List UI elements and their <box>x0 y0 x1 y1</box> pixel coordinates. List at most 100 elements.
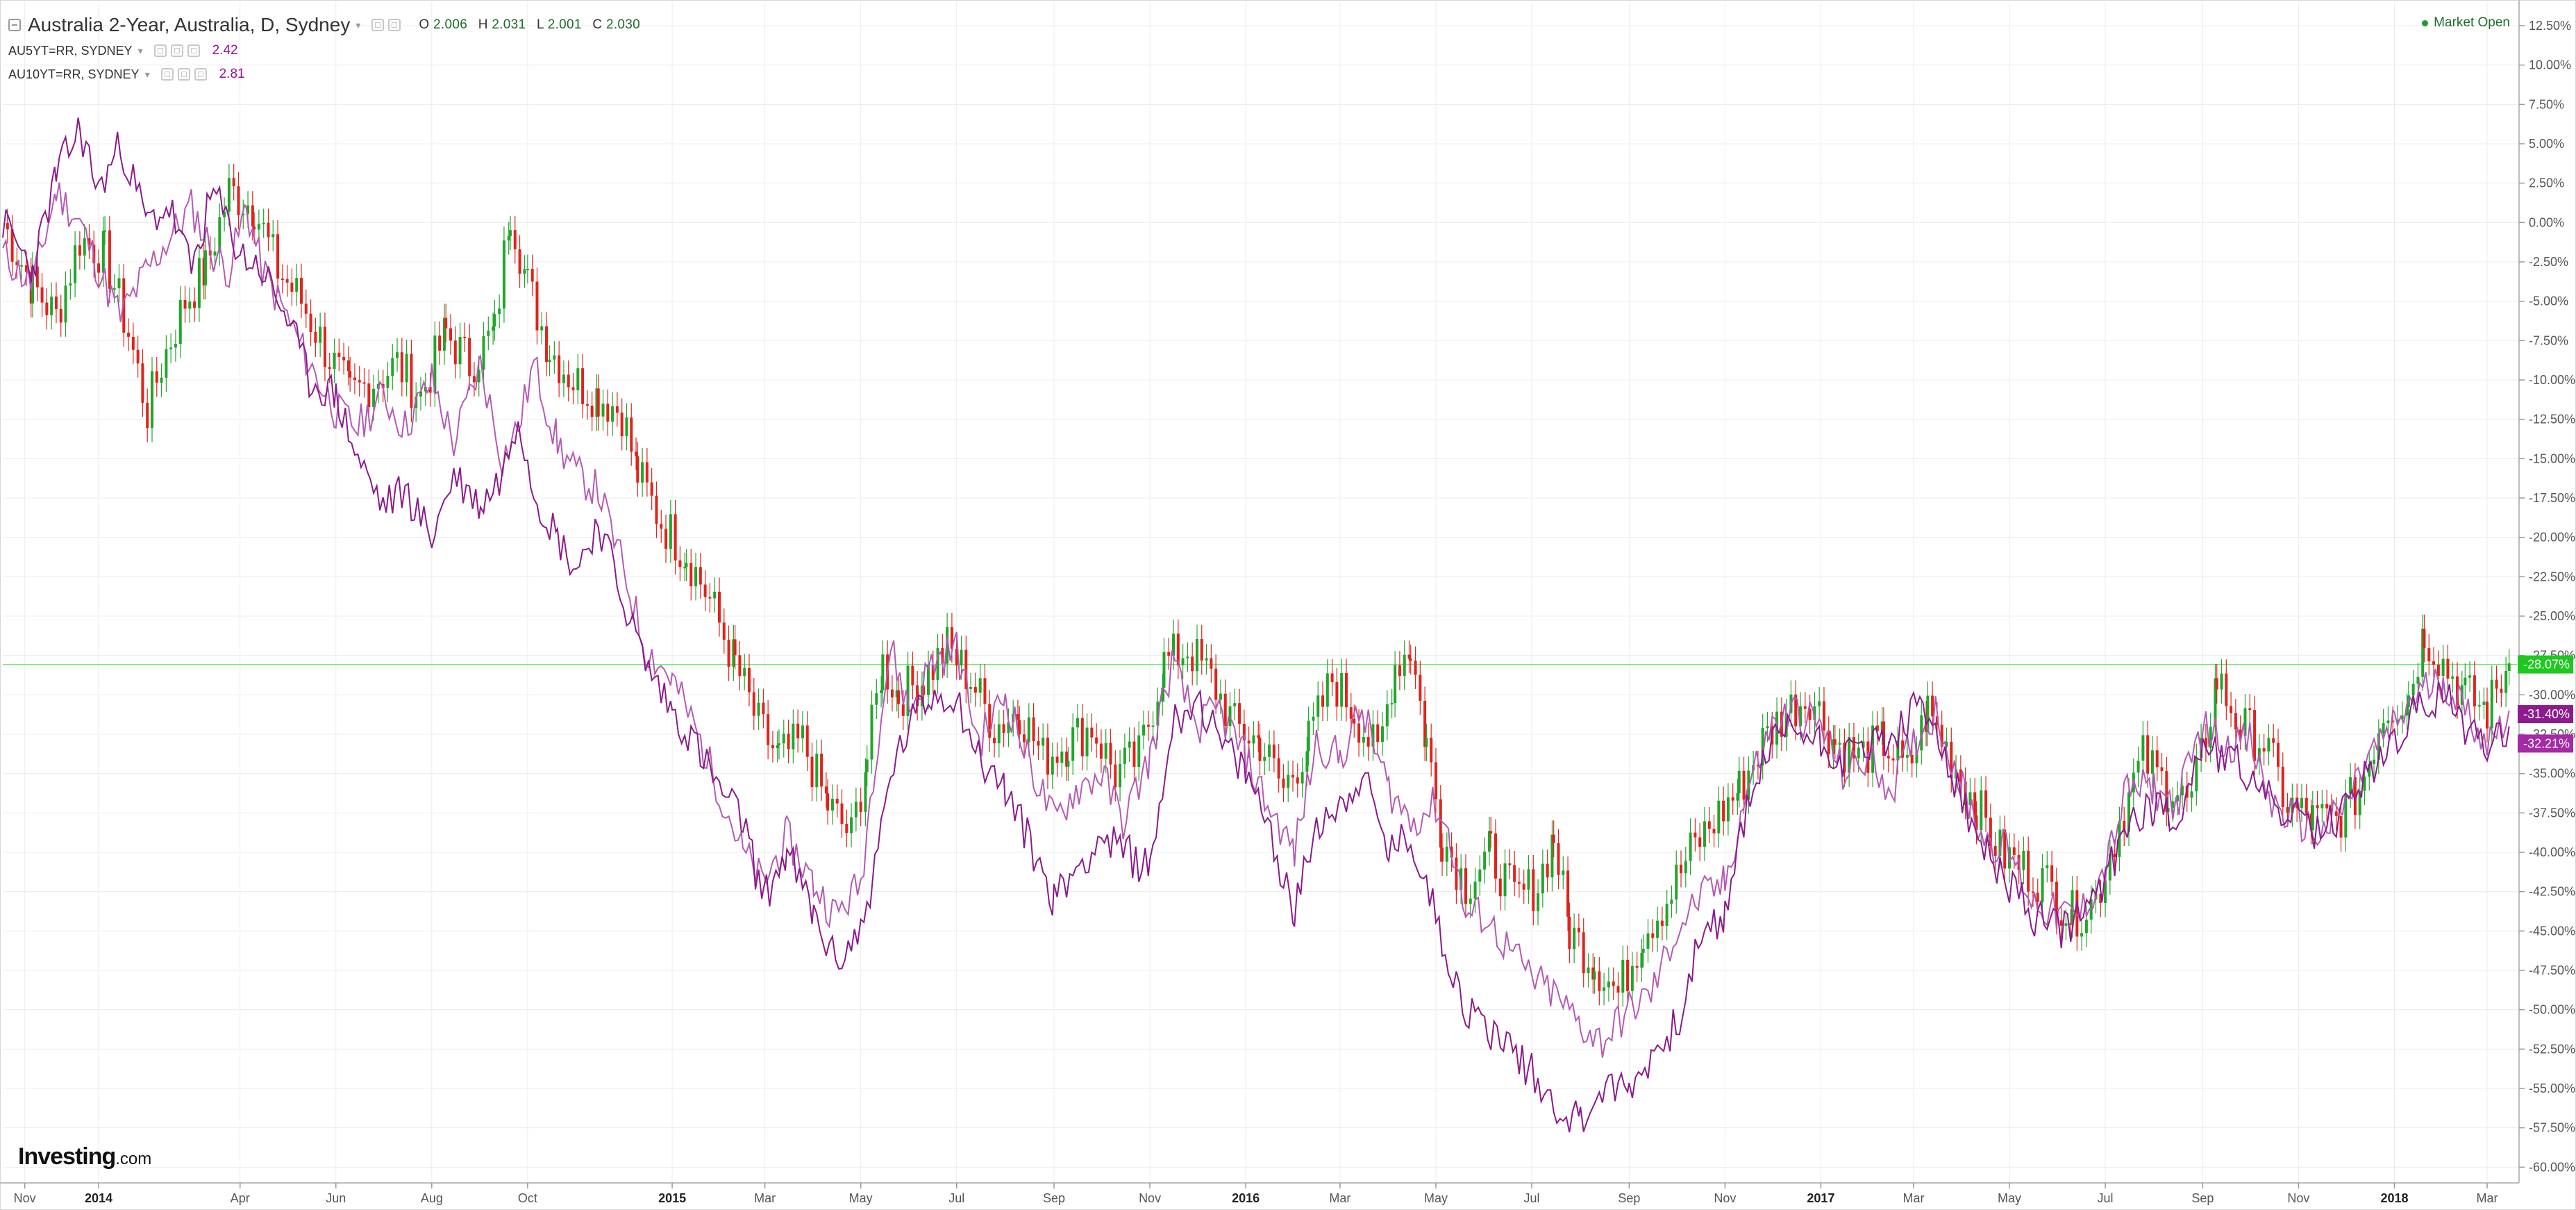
candle-body <box>1423 700 1427 747</box>
candle-body <box>1312 716 1315 721</box>
candle-body <box>2507 663 2511 671</box>
candle-body <box>1403 654 1406 677</box>
settings-icon[interactable] <box>160 68 174 81</box>
candle-body <box>1489 831 1493 834</box>
candle-body <box>1257 735 1260 738</box>
x-tick-label: Nov <box>14 1191 36 1205</box>
candle-body <box>2411 683 2415 696</box>
candle-body <box>2123 821 2126 832</box>
candle-body <box>2286 806 2289 813</box>
candle-body <box>1875 725 1879 731</box>
candle-body <box>309 313 312 332</box>
candle-body <box>1321 695 1325 707</box>
hide-series-icon[interactable] <box>170 44 183 57</box>
candle-body <box>1980 790 1983 830</box>
candle-body <box>1434 762 1437 799</box>
investing-logo[interactable]: Investing .com <box>18 1143 151 1170</box>
candle-body <box>213 251 217 256</box>
candle-body <box>101 231 105 273</box>
candle-body <box>449 328 452 341</box>
y-tick-label: -42.50% <box>2529 885 2575 899</box>
collapse-legend-icon[interactable] <box>8 19 21 31</box>
settings-icon[interactable] <box>371 19 385 31</box>
candle-body <box>2027 850 2030 892</box>
candle-body <box>2248 708 2252 711</box>
hide-series-icon[interactable] <box>388 19 401 31</box>
candle-body <box>386 376 390 388</box>
candle-body <box>1430 738 1433 763</box>
candle-body <box>333 352 336 370</box>
candle-body <box>964 649 968 689</box>
candle-body <box>880 690 883 693</box>
candle-body <box>1503 863 1507 897</box>
series-line-au5y <box>2 182 2510 1058</box>
candle-body <box>50 296 53 315</box>
candle-body <box>2464 677 2467 686</box>
hide-series-icon[interactable] <box>177 68 190 81</box>
candle-body <box>703 584 707 597</box>
candle-body <box>127 332 131 337</box>
candle-body <box>1349 707 1353 719</box>
candle-body <box>683 567 687 569</box>
main-series-legend: Australia 2-Year, Australia, D, Sydney ▾… <box>8 11 647 39</box>
candle-body <box>2477 704 2481 707</box>
x-tick-label: Nov <box>1139 1191 1161 1205</box>
y-tick-label: -17.50% <box>2529 491 2575 505</box>
candle-body <box>1975 815 1978 830</box>
candle-body <box>202 258 206 285</box>
candle-body <box>2031 891 2034 893</box>
chevron-down-icon[interactable]: ▾ <box>137 44 143 56</box>
settings-icon[interactable] <box>153 44 167 57</box>
candle-body <box>635 451 638 456</box>
candle-body <box>1887 756 1890 759</box>
candle-body <box>472 376 476 383</box>
candle-body <box>342 356 346 360</box>
candle-body <box>1546 863 1549 878</box>
high-label: H <box>478 17 488 32</box>
candle-body <box>83 238 86 256</box>
candle-body <box>1640 952 1644 968</box>
candle-body <box>1577 927 1580 933</box>
status-dot-icon <box>2422 19 2429 26</box>
candle-body <box>319 326 322 343</box>
candle-body <box>257 224 260 230</box>
chevron-down-icon[interactable]: ▾ <box>144 68 150 80</box>
y-tick-label: -2.50% <box>2529 255 2568 269</box>
candle-body <box>2300 797 2303 809</box>
chevron-down-icon[interactable]: ▾ <box>356 19 361 31</box>
candle-body <box>2482 702 2486 705</box>
candle-body <box>1291 774 1295 778</box>
candle-body <box>845 824 848 834</box>
candle-body <box>1656 920 1659 938</box>
remove-series-icon[interactable] <box>194 68 207 81</box>
y-tick-label: 10.00% <box>2529 58 2571 72</box>
candle-body <box>2230 706 2233 713</box>
candle-body <box>1316 695 1320 717</box>
y-tick-label: -20.00% <box>2529 531 2575 545</box>
candle-body <box>567 374 570 388</box>
candle-body <box>1419 674 1422 701</box>
candle-body <box>197 258 201 308</box>
candle-body <box>1552 834 1555 843</box>
candle-body <box>444 317 448 329</box>
candle-body <box>678 560 682 567</box>
candle-body <box>122 278 126 333</box>
candle-body <box>1460 868 1463 890</box>
candle-body <box>1517 881 1521 884</box>
candle-body <box>1441 847 1444 862</box>
candle-body <box>636 456 639 483</box>
candle-body <box>1046 737 1049 775</box>
candle-body <box>54 296 58 309</box>
candle-body <box>2446 658 2450 679</box>
candle-body <box>2041 868 2044 902</box>
remove-series-icon[interactable] <box>187 44 200 57</box>
candle-body <box>1726 797 1730 822</box>
candle-body <box>1483 851 1487 870</box>
candle-body <box>45 302 49 315</box>
candle-body <box>1181 658 1185 665</box>
candle-body <box>1880 721 1884 731</box>
candle-body <box>801 725 804 739</box>
candle-body <box>1162 652 1166 688</box>
candle-body <box>1621 959 1625 993</box>
